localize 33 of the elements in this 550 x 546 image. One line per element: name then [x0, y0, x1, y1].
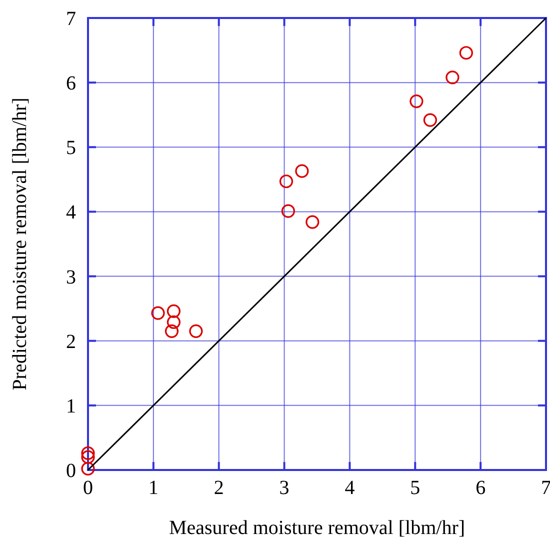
point	[281, 204, 296, 218]
y-tick-label: 6	[66, 72, 76, 95]
y-tick-label: 3	[66, 266, 76, 288]
point	[423, 113, 437, 127]
x-tick-label: 6	[476, 477, 486, 499]
point	[459, 46, 473, 60]
point	[164, 324, 179, 338]
x-axis-title: Measured moisture removal [lbm/hr]	[168, 517, 466, 539]
x-tick-label: 4	[344, 477, 355, 499]
point	[166, 304, 181, 318]
y-axis-title: Predicted moisture removal [lbm/hr]	[9, 98, 31, 390]
x-tick-label: 3	[279, 477, 290, 499]
x-tick-label: 5	[410, 477, 420, 499]
y-tick-label: 2	[66, 330, 76, 353]
point	[410, 94, 424, 108]
point	[81, 462, 95, 476]
point	[81, 446, 95, 460]
point	[446, 70, 460, 84]
x-tick-label: 2	[214, 477, 224, 499]
point	[81, 450, 95, 464]
x-tick-label: 0	[83, 477, 93, 499]
point	[151, 306, 165, 320]
point	[189, 324, 203, 338]
point	[306, 215, 320, 229]
y-tick-label: 4	[66, 202, 76, 224]
point	[166, 315, 181, 329]
point	[279, 174, 294, 188]
y-tick-label: 1	[66, 395, 76, 418]
point	[295, 164, 309, 178]
y-tick-label: 0	[66, 460, 76, 482]
y-tick-label: 7	[66, 8, 76, 30]
y-tick-label: 5	[66, 137, 76, 160]
x-tick-label: 1	[148, 477, 158, 499]
